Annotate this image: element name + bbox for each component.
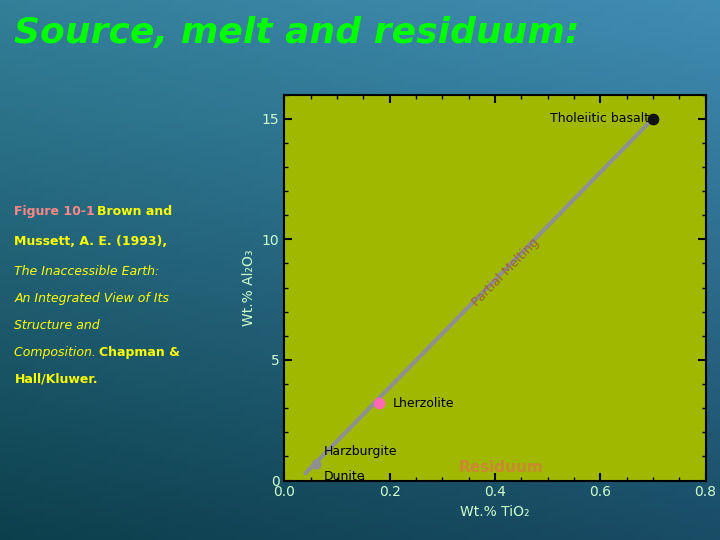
Text: Structure and: Structure and — [14, 319, 100, 332]
Text: Residuum: Residuum — [458, 460, 543, 475]
Text: Mussett, A. E. (1993),: Mussett, A. E. (1993), — [14, 235, 168, 248]
Text: Source, melt and residuum:: Source, melt and residuum: — [14, 16, 580, 50]
Text: Brown and: Brown and — [97, 205, 172, 218]
Text: Figure 10-1: Figure 10-1 — [14, 205, 99, 218]
Point — [647, 114, 659, 123]
Text: The Inaccessible Earth:: The Inaccessible Earth: — [14, 265, 160, 278]
Text: An Integrated View of Its: An Integrated View of Its — [14, 292, 169, 305]
Text: Dunite: Dunite — [324, 470, 365, 483]
Text: Harzburgite: Harzburgite — [324, 444, 397, 458]
Text: Composition.: Composition. — [14, 346, 100, 359]
Y-axis label: Wt.% Al₂O₃: Wt.% Al₂O₃ — [243, 249, 256, 326]
Text: Partial Melting: Partial Melting — [470, 235, 542, 309]
X-axis label: Wt.% TiO₂: Wt.% TiO₂ — [460, 505, 530, 519]
Text: Hall/Kluwer.: Hall/Kluwer. — [14, 373, 98, 386]
Point — [374, 399, 385, 408]
Point — [310, 460, 322, 468]
Text: Tholeiitic basalt: Tholeiitic basalt — [550, 112, 649, 125]
Text: Chapman &: Chapman & — [99, 346, 180, 359]
Text: Lherzolite: Lherzolite — [392, 397, 454, 410]
